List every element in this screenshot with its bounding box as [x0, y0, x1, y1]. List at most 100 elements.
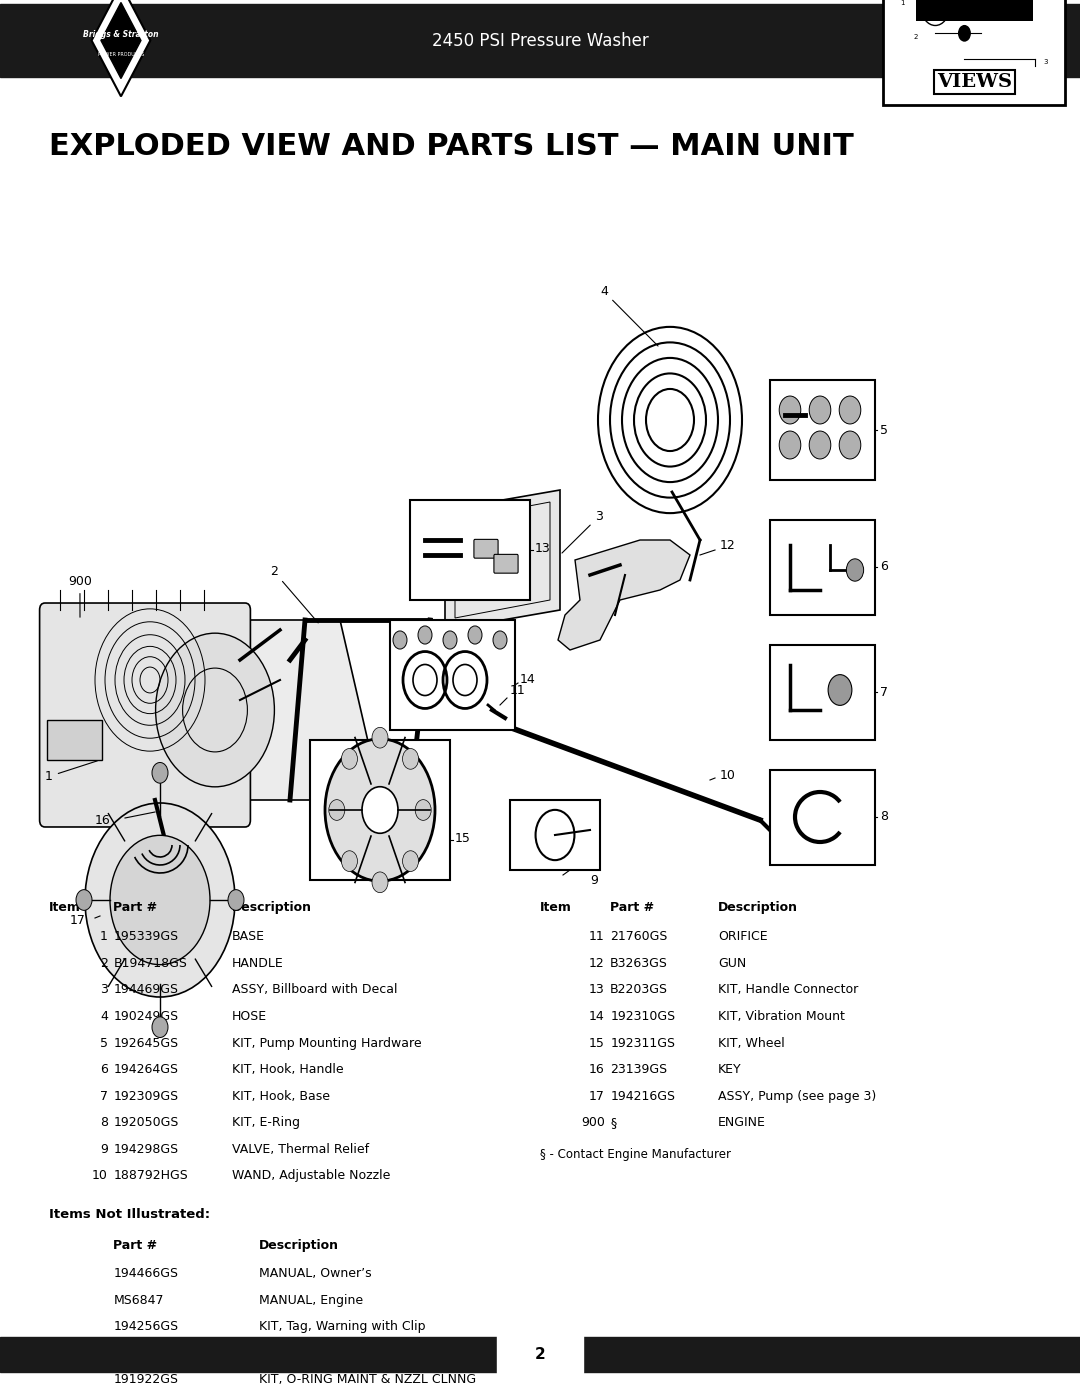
Text: KEY: KEY: [718, 1063, 742, 1076]
Text: Description: Description: [718, 901, 798, 914]
Text: Briggs & Stratton: Briggs & Stratton: [83, 31, 159, 39]
Text: 5: 5: [100, 1037, 108, 1049]
Text: 900: 900: [581, 1116, 605, 1129]
Text: §: §: [610, 1116, 617, 1129]
Text: OIL, Engine: OIL, Engine: [259, 1347, 330, 1359]
Circle shape: [341, 749, 357, 770]
Text: 14: 14: [519, 673, 536, 686]
Text: 4: 4: [100, 1010, 108, 1023]
Text: 900: 900: [68, 576, 92, 617]
Text: GUN: GUN: [718, 957, 746, 970]
Text: 9: 9: [590, 873, 598, 887]
Text: 10: 10: [92, 1169, 108, 1182]
Text: 194216GS: 194216GS: [610, 1090, 675, 1102]
Text: 2: 2: [100, 957, 108, 970]
Circle shape: [328, 799, 345, 820]
Bar: [310, 740, 450, 880]
Text: BASE: BASE: [232, 930, 266, 943]
Text: 3: 3: [100, 983, 108, 996]
Polygon shape: [92, 0, 150, 96]
Text: 13: 13: [535, 542, 551, 555]
Text: 10: 10: [720, 768, 735, 781]
Text: BB3061BGS: BB3061BGS: [113, 1347, 188, 1359]
Bar: [770, 770, 875, 865]
Text: MANUAL, Engine: MANUAL, Engine: [259, 1294, 363, 1306]
Text: 1: 1: [100, 930, 108, 943]
Text: 9: 9: [100, 1143, 108, 1155]
Text: Items Not Illustrated:: Items Not Illustrated:: [49, 1208, 210, 1221]
Text: EXPLODED: EXPLODED: [934, 0, 1014, 1]
Text: 2450 PSI Pressure Washer: 2450 PSI Pressure Washer: [432, 32, 648, 49]
Text: MANUAL, Owner’s: MANUAL, Owner’s: [259, 1267, 372, 1280]
Text: EXPLODED VIEW AND PARTS LIST — MAIN UNIT: EXPLODED VIEW AND PARTS LIST — MAIN UNIT: [49, 133, 853, 161]
Polygon shape: [558, 541, 690, 650]
Circle shape: [325, 739, 435, 882]
Circle shape: [403, 851, 419, 872]
Circle shape: [779, 432, 800, 460]
Text: 192050GS: 192050GS: [113, 1116, 179, 1129]
Bar: [770, 645, 875, 740]
Text: 11: 11: [589, 930, 605, 943]
Text: 2: 2: [914, 34, 918, 41]
Text: B3263GS: B3263GS: [610, 957, 669, 970]
Text: 8: 8: [880, 810, 888, 823]
Circle shape: [839, 395, 861, 423]
Text: B194718GS: B194718GS: [113, 957, 187, 970]
Text: 190249GS: 190249GS: [113, 1010, 178, 1023]
Text: 12: 12: [589, 957, 605, 970]
Bar: [390, 620, 515, 731]
Text: VALVE, Thermal Relief: VALVE, Thermal Relief: [232, 1143, 369, 1155]
Text: WAND, Adjustable Nozzle: WAND, Adjustable Nozzle: [232, 1169, 391, 1182]
Bar: [48, 719, 102, 760]
Text: Part #: Part #: [113, 901, 158, 914]
Text: 3: 3: [562, 510, 603, 553]
Text: 2: 2: [535, 1347, 545, 1362]
Circle shape: [403, 749, 419, 770]
Text: 11: 11: [510, 683, 526, 697]
Circle shape: [228, 890, 244, 911]
Text: Description: Description: [232, 901, 312, 914]
Text: ASSY, Billboard with Decal: ASSY, Billboard with Decal: [232, 983, 397, 996]
Text: KIT, Hook, Base: KIT, Hook, Base: [232, 1090, 330, 1102]
Circle shape: [415, 799, 431, 820]
Polygon shape: [445, 490, 561, 630]
Text: 7: 7: [100, 1090, 108, 1102]
Circle shape: [809, 432, 831, 460]
Bar: [410, 500, 530, 599]
Text: 16: 16: [589, 1063, 605, 1076]
Text: 192309GS: 192309GS: [113, 1090, 178, 1102]
Text: KIT, E-Ring: KIT, E-Ring: [232, 1116, 300, 1129]
Text: 3: 3: [1043, 59, 1048, 64]
Circle shape: [372, 872, 388, 893]
Text: 13: 13: [589, 983, 605, 996]
Polygon shape: [65, 620, 370, 800]
Text: KIT, Tag, Warning with Clip: KIT, Tag, Warning with Clip: [259, 1320, 426, 1333]
Text: 194298GS: 194298GS: [113, 1143, 178, 1155]
Circle shape: [152, 1017, 168, 1038]
Text: POWER PRODUCTS: POWER PRODUCTS: [98, 52, 144, 57]
Text: KIT, Vibration Mount: KIT, Vibration Mount: [718, 1010, 845, 1023]
Text: Part #: Part #: [610, 901, 654, 914]
Text: 2: 2: [270, 564, 319, 623]
Circle shape: [443, 631, 457, 650]
FancyBboxPatch shape: [474, 539, 498, 559]
Circle shape: [779, 395, 800, 423]
Text: ORIFICE: ORIFICE: [718, 930, 768, 943]
Text: § - Contact Engine Manufacturer: § - Contact Engine Manufacturer: [540, 1148, 731, 1161]
Text: 194466GS: 194466GS: [113, 1267, 178, 1280]
Circle shape: [393, 631, 407, 650]
Text: 21760GS: 21760GS: [610, 930, 667, 943]
Circle shape: [418, 626, 432, 644]
Circle shape: [76, 890, 92, 911]
Bar: [0, 1337, 1080, 1372]
Text: 194469GS: 194469GS: [113, 983, 178, 996]
Bar: [770, 380, 875, 481]
Text: 192311GS: 192311GS: [610, 1037, 675, 1049]
Text: 14: 14: [589, 1010, 605, 1023]
Text: 1: 1: [901, 0, 905, 7]
Circle shape: [341, 851, 357, 872]
Circle shape: [152, 763, 168, 784]
Text: KIT, Pump Mounting Hardware: KIT, Pump Mounting Hardware: [232, 1037, 422, 1049]
Text: B2203GS: B2203GS: [610, 983, 669, 996]
Text: 8: 8: [100, 1116, 108, 1129]
